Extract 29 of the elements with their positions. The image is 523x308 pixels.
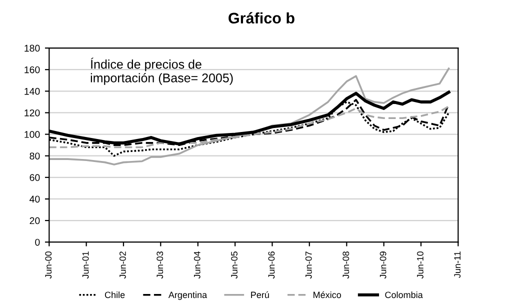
x-tick-label: Jun-10: [417, 251, 424, 279]
annotation: Índice de precios de importación (Base= 2005): [90, 58, 233, 85]
legend-label: Argentina: [168, 291, 208, 300]
y-tick-label: 180: [24, 44, 40, 52]
y-tick-label: 0: [35, 238, 40, 246]
y-tick-label: 100: [24, 131, 40, 138]
y-tick-label: 40: [30, 196, 40, 203]
y-tick-label: 80: [30, 152, 40, 160]
legend-label: Colombia: [385, 291, 423, 298]
y-tick-label: 60: [30, 174, 40, 182]
legend-label: Perú: [251, 291, 269, 298]
x-tick-label: Jun-01: [82, 252, 89, 279]
chart-title: Gráfico b: [228, 12, 294, 24]
y-tick-label: 120: [24, 109, 40, 116]
y-tick-label: 140: [24, 88, 40, 95]
x-tick-label: Jun-07: [305, 252, 312, 279]
x-tick-label: Jun-08: [342, 252, 350, 279]
x-tick-label: Jun-11: [454, 252, 461, 278]
x-tick-label: Jun-00: [45, 251, 52, 279]
x-tick-label: Jun-04: [194, 251, 200, 279]
x-tick-label: Jun-05: [231, 251, 238, 279]
legend-label: México: [314, 291, 342, 298]
x-tick-label: Jun-03: [156, 252, 164, 279]
y-tick-label: 160: [24, 66, 40, 74]
y-tick-label: 20: [30, 217, 40, 224]
legend-label: Chile: [104, 291, 125, 298]
x-tick-label: Jun-06: [268, 252, 275, 279]
x-tick-label: Jun-09: [380, 252, 386, 279]
x-tick-label: Jun-02: [120, 252, 126, 279]
